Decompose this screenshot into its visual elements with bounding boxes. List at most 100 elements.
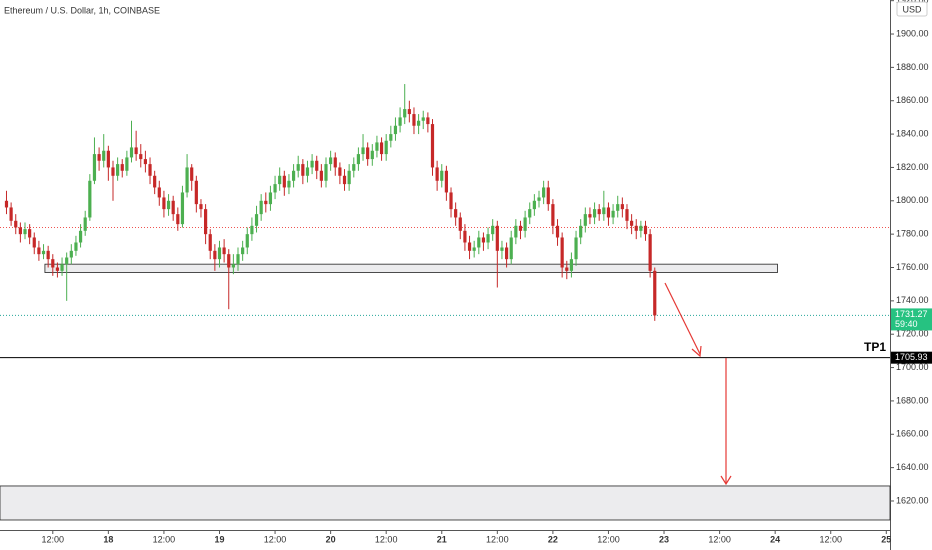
candle-body (528, 209, 532, 218)
candle-body (97, 154, 101, 161)
y-tick-label: 1780.00 (896, 229, 929, 239)
candle-body (639, 225, 643, 231)
candle-body (417, 120, 421, 126)
candle-body (518, 225, 523, 231)
candle-body (143, 159, 148, 165)
candle-body (106, 150, 110, 168)
candle-body (305, 167, 310, 176)
candle-body (83, 217, 87, 231)
candle-body (565, 267, 569, 271)
chart-title: Ethereum / U.S. Dollar, 1h, COINBASE (4, 5, 160, 15)
currency-box (896, 1, 928, 17)
y-tick-label: 1840.00 (896, 128, 929, 138)
candle-body (342, 175, 347, 185)
candle-body (120, 164, 124, 171)
candle-body (222, 247, 226, 255)
candle-body (203, 209, 208, 235)
candle-body (273, 184, 277, 193)
candle-body (611, 210, 615, 218)
candle-body (403, 109, 407, 118)
candle-body (653, 270, 657, 316)
candle-body (268, 192, 273, 205)
y-tick-label: 1800.00 (896, 195, 929, 205)
candle-body (134, 147, 138, 155)
candle-body (435, 167, 439, 181)
last-price-label: 1731.27 (895, 309, 928, 319)
candle-body (440, 170, 444, 181)
candle-body (532, 200, 536, 210)
candle-body (472, 247, 476, 251)
candle-body (361, 147, 365, 155)
y-tick-label: 1740.00 (896, 295, 929, 305)
candle-body (301, 164, 305, 176)
candle-body (379, 142, 384, 155)
candle-body (194, 180, 198, 205)
target-price-box (891, 351, 932, 364)
candle-body (500, 247, 504, 251)
candle-body (37, 247, 41, 255)
candle-body (366, 147, 370, 160)
candle-body (319, 170, 323, 181)
countdown: 59:40 (895, 319, 918, 329)
y-tick-label: 1760.00 (896, 262, 929, 272)
candle-body (463, 230, 467, 243)
candle-body (310, 160, 314, 168)
candle-body (630, 220, 634, 226)
candle-body (407, 109, 411, 115)
candle-body (384, 140, 388, 155)
candle-body (421, 117, 425, 121)
candle-body (241, 247, 245, 255)
candle-body (4, 200, 9, 208)
x-tick-label: 12:00 (375, 534, 398, 544)
candle-body (514, 225, 518, 238)
candle-body (634, 225, 638, 231)
candle-body (245, 234, 249, 248)
candle-body (569, 259, 574, 271)
candle-body (356, 154, 361, 165)
candle-body (171, 200, 175, 215)
candle-body (139, 154, 143, 160)
candle-body (338, 167, 342, 176)
candle-body (60, 264, 64, 271)
candle-body (166, 200, 171, 210)
candle-body (352, 164, 356, 171)
candle-body (426, 117, 430, 125)
candle-body (208, 234, 212, 251)
candle-body (491, 225, 495, 235)
y-tick-label: 1820.00 (896, 162, 929, 172)
candle-body (23, 229, 27, 235)
candle-body (190, 167, 194, 181)
candle-body (523, 217, 527, 231)
candle-body (185, 167, 189, 193)
candle-body (597, 209, 601, 215)
x-tick-label: 12:00 (42, 534, 65, 544)
candle-body (148, 164, 152, 176)
candle-body (180, 192, 185, 225)
y-tick-label: 1880.00 (896, 62, 929, 72)
candle-body (481, 237, 486, 243)
x-tick-label: 12:00 (819, 534, 842, 544)
candle-body (329, 157, 333, 165)
candle-body (579, 225, 583, 238)
candle-body (333, 157, 337, 168)
x-tick-label: 12:00 (264, 534, 287, 544)
candle-body (287, 180, 291, 188)
x-tick-label: 12:00 (486, 534, 509, 544)
candle-body (625, 209, 629, 221)
x-tick-label: 20 (326, 534, 336, 544)
arrow-1 (664, 282, 701, 355)
candle-body (125, 157, 129, 171)
candle-body (504, 247, 509, 260)
candle-body (588, 214, 592, 218)
y-tick-label: 1700.00 (896, 362, 929, 372)
candle-body (620, 204, 624, 210)
candle-body (542, 187, 546, 198)
candle-body (65, 257, 69, 265)
candle-body (264, 200, 268, 205)
candle-body (393, 125, 398, 135)
candle-body (41, 250, 46, 255)
y-tick-label: 1640.00 (896, 462, 929, 472)
x-tick-label: 12:00 (708, 534, 731, 544)
candle-body (574, 237, 578, 260)
y-tick-label: 1720.00 (896, 329, 929, 339)
